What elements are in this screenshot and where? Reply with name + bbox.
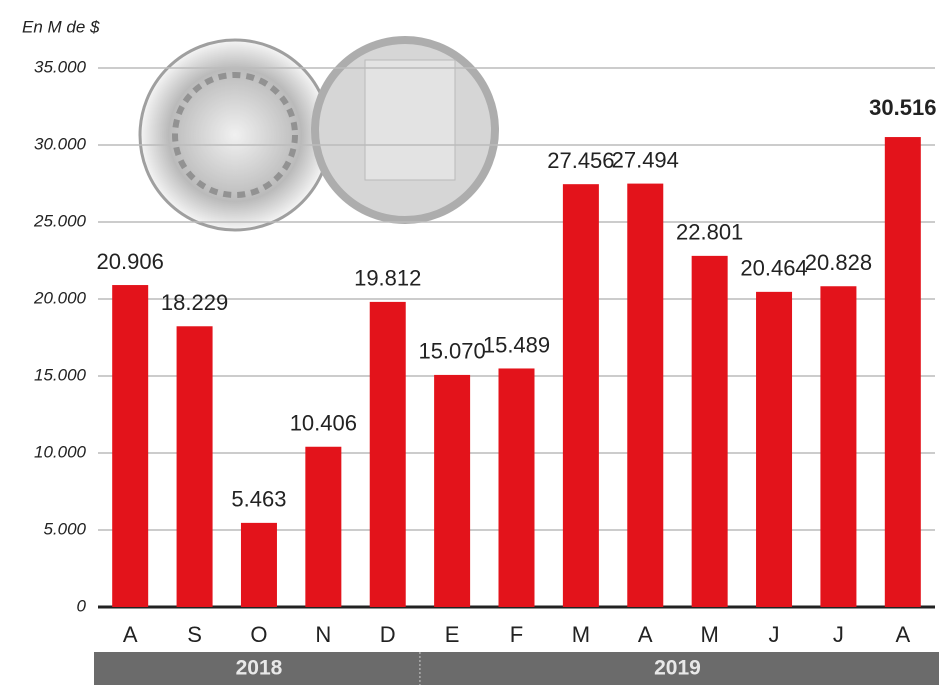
bar [434, 374, 471, 607]
value-label: 27.494 [612, 147, 679, 172]
value-label: 15.070 [418, 339, 485, 364]
y-tick-label: 30.000 [34, 134, 87, 153]
value-label: 30.516 [869, 95, 936, 120]
value-label: 19.812 [354, 266, 421, 291]
value-label: 10.406 [290, 411, 357, 436]
x-tick-label: A [895, 622, 910, 647]
bar [627, 183, 664, 607]
x-tick-label: O [250, 622, 267, 647]
bar [176, 326, 213, 607]
y-tick-label: 25.000 [33, 211, 87, 230]
x-tick-label: S [187, 622, 202, 647]
y-tick-label: 10.000 [34, 442, 87, 461]
value-label: 20.828 [805, 250, 872, 275]
x-tick-label: M [700, 622, 718, 647]
bar [240, 522, 277, 607]
x-tick-label: M [572, 622, 590, 647]
value-label: 22.801 [676, 220, 743, 245]
bar [562, 184, 599, 607]
value-label: 27.456 [547, 148, 614, 173]
x-tick-label: J [769, 622, 780, 647]
bar [691, 255, 728, 607]
y-tick-label: 0 [77, 596, 87, 615]
year-label: 2019 [654, 657, 701, 680]
x-tick-label: J [833, 622, 844, 647]
value-label: 15.489 [483, 332, 550, 357]
value-label: 20.464 [740, 256, 807, 281]
axis-label: En M de $ [22, 17, 100, 36]
bar [305, 446, 342, 607]
x-tick-label: E [445, 622, 460, 647]
y-tick-label: 5.000 [43, 519, 86, 538]
value-label: 18.229 [161, 290, 228, 315]
x-tick-label: A [638, 622, 653, 647]
vault-illustration [138, 36, 499, 232]
x-tick-label: N [315, 622, 331, 647]
bar [498, 368, 535, 607]
year-label: 2018 [236, 657, 283, 680]
y-tick-label: 35.000 [34, 57, 87, 76]
value-label: 20.906 [97, 249, 164, 274]
y-tick-label: 15.000 [34, 365, 87, 384]
x-tick-label: A [123, 622, 138, 647]
bar [369, 301, 406, 607]
bar [756, 291, 793, 607]
y-tick-label: 20.000 [33, 288, 87, 307]
x-tick-label: D [380, 622, 396, 647]
value-label: 5.463 [231, 487, 286, 512]
year-band [94, 652, 939, 685]
x-tick-label: F [510, 622, 523, 647]
bar [884, 137, 921, 608]
bar [820, 286, 857, 607]
bar [112, 285, 149, 607]
